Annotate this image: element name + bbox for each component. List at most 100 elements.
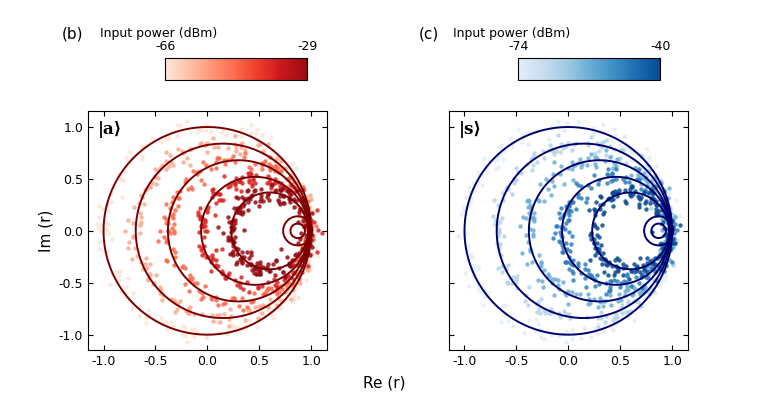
Point bbox=[537, 284, 549, 291]
Point bbox=[647, 181, 659, 188]
Point bbox=[632, 192, 644, 199]
Point bbox=[287, 179, 300, 185]
Point bbox=[303, 215, 315, 221]
Point bbox=[180, 117, 193, 124]
Point bbox=[611, 189, 623, 196]
Point bbox=[161, 134, 173, 140]
Point bbox=[177, 322, 189, 329]
Point bbox=[589, 209, 601, 215]
Point bbox=[270, 176, 282, 183]
Point bbox=[281, 285, 293, 291]
Point bbox=[275, 298, 287, 304]
Point bbox=[211, 312, 223, 319]
Point bbox=[122, 245, 134, 251]
Point bbox=[106, 271, 118, 277]
Point bbox=[555, 224, 568, 230]
Point bbox=[666, 239, 678, 246]
Text: (c): (c) bbox=[419, 26, 439, 41]
Point bbox=[168, 230, 180, 236]
Point bbox=[645, 265, 657, 271]
Point bbox=[278, 277, 290, 283]
Point bbox=[535, 260, 548, 266]
Point bbox=[257, 198, 270, 204]
Point bbox=[284, 192, 296, 198]
Point bbox=[235, 274, 247, 280]
Point bbox=[266, 147, 278, 153]
Point bbox=[657, 246, 670, 253]
Point bbox=[229, 220, 241, 226]
Point bbox=[280, 275, 293, 282]
Point bbox=[597, 211, 609, 217]
Point bbox=[210, 294, 223, 300]
Point bbox=[611, 277, 623, 284]
Point bbox=[167, 213, 179, 219]
Point bbox=[574, 156, 586, 162]
Point bbox=[572, 191, 584, 197]
Point bbox=[629, 165, 641, 171]
Point bbox=[300, 235, 312, 241]
Point bbox=[208, 144, 220, 151]
Point bbox=[658, 259, 670, 266]
Point bbox=[523, 198, 535, 204]
Point bbox=[591, 329, 604, 336]
Point bbox=[115, 177, 127, 183]
Point bbox=[625, 157, 637, 163]
Point bbox=[300, 237, 312, 243]
Point bbox=[586, 125, 598, 131]
Point bbox=[250, 263, 263, 269]
Point bbox=[499, 185, 511, 192]
Point bbox=[589, 207, 601, 213]
Point bbox=[584, 232, 597, 238]
Point bbox=[522, 317, 535, 324]
Point bbox=[645, 265, 657, 272]
Point bbox=[616, 146, 628, 152]
Point bbox=[626, 183, 638, 190]
Point bbox=[223, 183, 236, 189]
Point bbox=[252, 141, 264, 148]
Point bbox=[654, 265, 666, 272]
Point bbox=[169, 299, 181, 305]
Point bbox=[490, 166, 502, 172]
Point bbox=[566, 233, 578, 239]
Point bbox=[664, 244, 676, 250]
Point bbox=[288, 292, 300, 298]
Point bbox=[667, 212, 679, 219]
Point bbox=[662, 209, 674, 215]
Point bbox=[266, 181, 278, 188]
Point bbox=[305, 237, 317, 243]
Point bbox=[610, 316, 622, 322]
Point bbox=[545, 191, 558, 198]
Point bbox=[472, 179, 484, 185]
Point bbox=[545, 178, 558, 184]
Point bbox=[604, 284, 616, 291]
Point bbox=[266, 315, 279, 321]
Point bbox=[227, 221, 239, 228]
Point bbox=[257, 150, 270, 157]
Point bbox=[611, 310, 623, 316]
Point bbox=[637, 170, 650, 176]
Point bbox=[113, 272, 125, 278]
Point bbox=[646, 189, 658, 195]
Point bbox=[255, 191, 267, 198]
Point bbox=[98, 225, 111, 231]
Point bbox=[589, 245, 601, 251]
Point bbox=[644, 291, 657, 297]
Point bbox=[230, 327, 242, 333]
Point bbox=[276, 285, 289, 292]
Point bbox=[303, 258, 315, 264]
Point bbox=[252, 285, 264, 291]
Point bbox=[116, 194, 128, 200]
Point bbox=[287, 283, 300, 289]
Point bbox=[157, 292, 169, 298]
Point bbox=[242, 199, 254, 205]
Point bbox=[607, 272, 620, 278]
Point bbox=[546, 332, 558, 339]
Point bbox=[299, 222, 311, 228]
Point bbox=[548, 171, 560, 178]
Point bbox=[167, 193, 179, 200]
Point bbox=[659, 240, 671, 247]
Point bbox=[563, 212, 575, 219]
Point bbox=[124, 297, 136, 303]
Point bbox=[638, 268, 650, 275]
Point bbox=[302, 211, 314, 217]
